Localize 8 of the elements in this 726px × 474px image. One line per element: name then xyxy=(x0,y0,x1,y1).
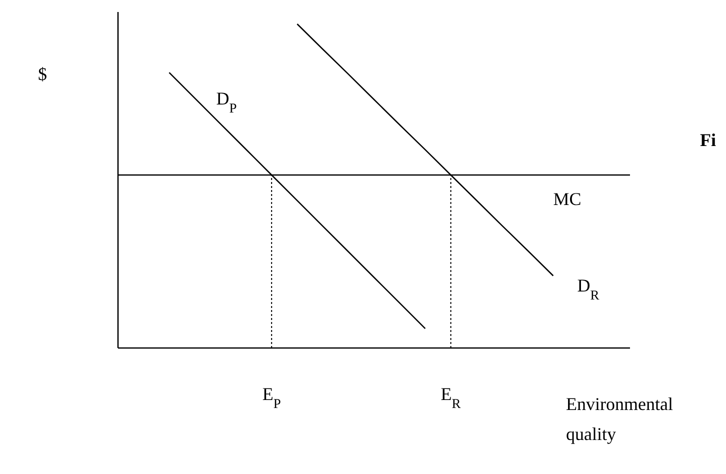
x-tick-label: E$_{R}$ xyxy=(440,384,461,410)
series-label: D$_{R}$ xyxy=(577,276,600,302)
x-tick-label: E$_{P}$ xyxy=(262,384,281,410)
y-axis-title: $ xyxy=(38,64,47,84)
x-axis-title: Environmental quality xyxy=(566,394,673,444)
text: Fi xyxy=(700,130,716,150)
series-label: D$_{P}$ xyxy=(216,88,237,116)
series-label: MC xyxy=(553,188,582,209)
